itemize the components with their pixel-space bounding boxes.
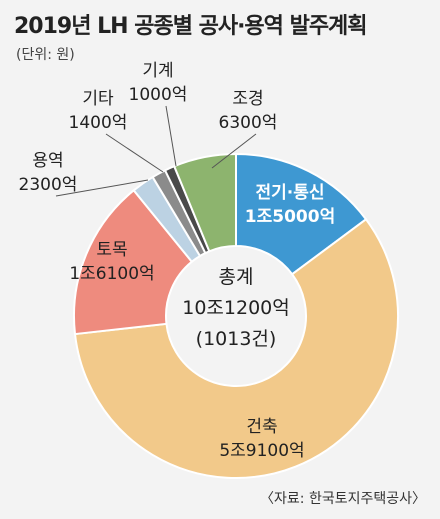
leader-line-5	[165, 105, 177, 167]
slice-value-0: 1조5000억	[245, 207, 335, 227]
slice-name-1: 건축	[246, 417, 277, 437]
unit-note: (단위: 원)	[16, 47, 75, 63]
leader-line-3	[55, 179, 149, 197]
slice-6	[172, 152, 237, 253]
slice-name-5: 기계	[142, 61, 173, 81]
slice-value-3: 2300억	[19, 175, 78, 195]
slice-1	[73, 217, 399, 479]
slice-name-2: 토목	[96, 240, 127, 260]
leader-lines	[55, 105, 257, 197]
slice-name-4: 기타	[82, 89, 114, 109]
leader-line-6	[211, 133, 257, 169]
slice-name-0: 전기·통신	[255, 183, 324, 203]
source-note: 〈자료: 한국토지주택공사〉	[260, 491, 426, 507]
leader-line-4	[105, 133, 164, 173]
slice-value-6: 6300억	[219, 113, 278, 133]
slice-value-2: 1조6100억	[69, 264, 154, 284]
center-count: (1013건)	[196, 328, 277, 350]
slice-name-6: 조경	[232, 89, 263, 109]
slice-value-1: 5조9100억	[219, 441, 304, 461]
donut-slices	[73, 152, 399, 479]
center-label: 총계	[219, 266, 254, 288]
slice-value-5: 1000억	[129, 85, 188, 105]
chart-title: 2019년 LH 공종별 공사·용역 발주계획	[14, 14, 368, 39]
center-total: 10조1200억	[182, 297, 290, 319]
slice-0	[235, 152, 368, 276]
slice-value-4: 1400억	[69, 113, 128, 133]
slice-name-3: 용역	[32, 151, 63, 171]
